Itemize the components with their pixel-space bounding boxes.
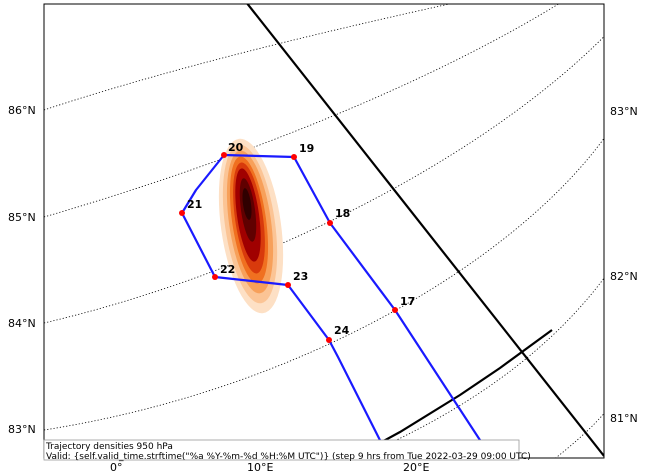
lat-labels-left: 86°N 85°N 84°N 83°N — [8, 104, 36, 436]
graticule-line — [44, 4, 452, 111]
track-line-outbound — [180, 153, 494, 458]
lat-label-left: 84°N — [8, 317, 36, 330]
waypoint-marker-24 — [326, 337, 332, 343]
waypoint-labels: 17 18 19 20 21 22 23 24 — [187, 141, 415, 337]
waypoint-label-19: 19 — [299, 142, 314, 155]
waypoint-label-17: 17 — [400, 295, 415, 308]
waypoint-marker-17 — [392, 307, 398, 313]
waypoint-label-24: 24 — [334, 324, 350, 337]
caption-box: Trajectory densities 950 hPa Valid: {sel… — [43, 439, 531, 462]
lat-label-right: 82°N — [610, 270, 638, 283]
graticule-line — [44, 36, 604, 324]
trajectory-track — [180, 153, 494, 458]
map-frame — [43, 3, 605, 459]
waypoint-label-23: 23 — [293, 270, 308, 283]
lat-label-left: 86°N — [8, 104, 36, 117]
lon-label-bottom: 10°E — [247, 461, 273, 472]
waypoint-marker-23 — [285, 282, 291, 288]
lat-label-right: 83°N — [610, 105, 638, 118]
graticule-line — [44, 137, 604, 431]
lat-label-left: 85°N — [8, 211, 36, 224]
lat-label-left: 83°N — [8, 423, 36, 436]
lon-labels-bottom: 0° 10°E 20°E — [110, 461, 429, 472]
graticule-line — [44, 4, 560, 218]
caption-title: Trajectory densities 950 hPa — [45, 442, 173, 452]
boundary-lines — [246, 4, 604, 458]
caption-valid-time: Valid: {self.valid_time.strftime("%a %Y-… — [46, 452, 531, 462]
caption-background — [43, 439, 520, 461]
lon-label-bottom: 20°E — [403, 461, 429, 472]
waypoint-marker-21 — [179, 210, 185, 216]
waypoint-label-20: 20 — [228, 141, 244, 154]
lat-labels-right: 83°N 82°N 81°N — [610, 105, 638, 425]
lat-label-right: 81°N — [610, 412, 638, 425]
waypoint-markers — [179, 152, 398, 343]
waypoint-label-22: 22 — [220, 263, 235, 276]
graticule — [44, 4, 604, 458]
waypoint-marker-18 — [327, 220, 333, 226]
boundary-line-diagonal — [246, 4, 604, 457]
waypoint-marker-19 — [291, 154, 297, 160]
density-blob — [218, 138, 284, 314]
lon-label-bottom: 0° — [110, 461, 123, 472]
waypoint-label-21: 21 — [187, 198, 202, 211]
waypoint-marker-22 — [212, 274, 218, 280]
density-contour — [242, 188, 252, 220]
waypoint-label-18: 18 — [335, 207, 350, 220]
waypoint-marker-20 — [221, 152, 227, 158]
